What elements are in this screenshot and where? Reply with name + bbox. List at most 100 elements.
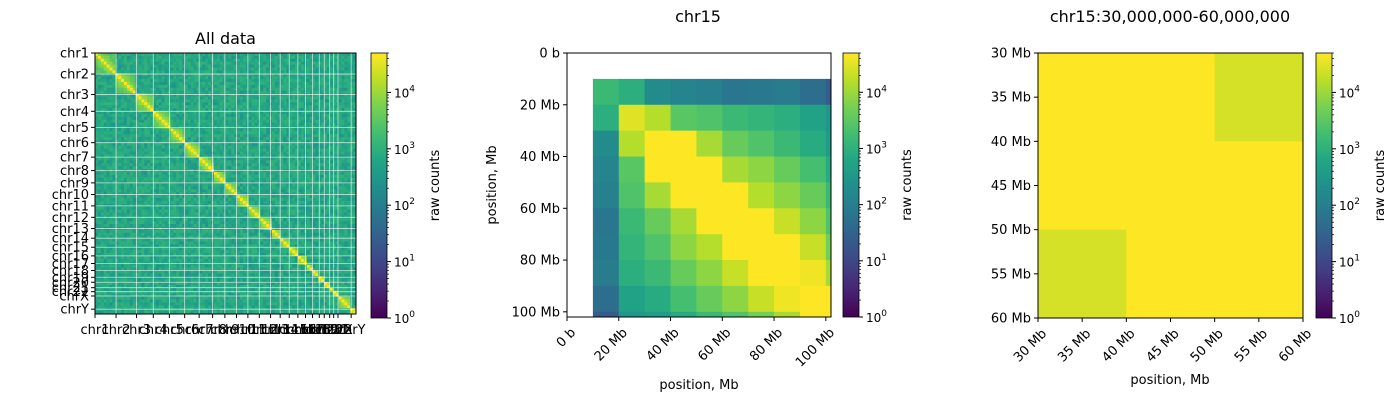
heatmap-cell — [277, 122, 281, 126]
heatmap-cell — [329, 203, 334, 208]
heatmap-cell — [106, 84, 110, 89]
heatmap-cell — [179, 73, 183, 77]
heatmap-cell — [289, 111, 293, 115]
heatmap-cell — [245, 113, 250, 118]
heatmap-cell — [335, 140, 339, 144]
heatmap-cell — [141, 111, 145, 115]
heatmap-cell — [115, 82, 119, 86]
heatmap-cell — [95, 96, 99, 100]
heatmap-cell — [135, 70, 139, 74]
heatmap-cell — [147, 142, 151, 147]
heatmap-cell — [155, 163, 160, 167]
heatmap-cell — [126, 140, 131, 144]
heatmap-cell — [245, 76, 250, 80]
heatmap-cell — [254, 67, 258, 71]
heatmap-cell — [341, 90, 345, 94]
heatmap-cell — [251, 160, 255, 164]
heatmap-cell — [234, 64, 238, 68]
heatmap-cell — [266, 87, 270, 92]
heatmap-cell — [124, 145, 128, 150]
heatmap-cell — [295, 58, 299, 63]
heatmap-cell — [353, 70, 357, 74]
heatmap-cell — [344, 82, 348, 86]
heatmap-cell — [231, 157, 235, 161]
heatmap-cell — [121, 84, 125, 89]
heatmap-cell — [95, 105, 99, 109]
heatmap-cell — [179, 166, 183, 170]
heatmap-cell — [306, 160, 310, 164]
heatmap-cell — [184, 177, 189, 181]
heatmap-cell — [338, 102, 342, 106]
heatmap-cell — [274, 198, 279, 202]
heatmap-cell — [193, 177, 197, 181]
heatmap-cell — [118, 99, 122, 103]
heatmap-cell — [335, 145, 339, 150]
heatmap-cell — [353, 189, 357, 193]
heatmap-cell — [138, 174, 142, 179]
heatmap-cell — [266, 79, 270, 83]
heatmap-cell — [106, 200, 110, 205]
heatmap-cell — [222, 183, 226, 187]
heatmap-cell — [228, 73, 232, 77]
heatmap-cell — [176, 203, 180, 208]
heatmap-cell — [338, 84, 342, 89]
heatmap-cell — [153, 119, 157, 123]
heatmap-cell — [202, 116, 206, 121]
heatmap-cell — [260, 76, 264, 80]
heatmap-cell — [332, 76, 337, 80]
heatmap-cell — [245, 96, 250, 100]
heatmap-cell — [292, 102, 296, 106]
heatmap-cell — [205, 82, 209, 86]
heatmap-cell — [321, 128, 325, 132]
heatmap-cell — [222, 195, 226, 199]
heatmap-cell — [219, 99, 223, 103]
heatmap-cell — [245, 134, 250, 138]
heatmap-cell — [138, 142, 142, 147]
heatmap-cell — [237, 79, 241, 83]
heatmap-cell — [190, 96, 194, 100]
heatmap-cell — [271, 163, 276, 167]
heatmap-cell — [271, 96, 276, 100]
heatmap-cell — [158, 128, 163, 132]
heatmap-cell — [274, 99, 279, 103]
heatmap-cell — [100, 84, 105, 89]
heatmap-cell — [298, 113, 302, 118]
heatmap-cell — [129, 111, 134, 115]
heatmap-cell — [109, 180, 113, 184]
heatmap-cell — [95, 206, 99, 210]
heatmap-cell — [338, 82, 342, 86]
heatmap-cell — [222, 171, 226, 176]
heatmap-cell — [251, 111, 255, 115]
heatmap-cell — [222, 160, 226, 164]
heatmap-cell — [129, 192, 134, 196]
heatmap-cell — [158, 200, 163, 205]
heatmap-cell — [135, 96, 139, 100]
heatmap-cell — [182, 145, 186, 150]
heatmap-cell — [115, 166, 119, 170]
heatmap-cell — [225, 122, 229, 126]
heatmap-cell — [147, 148, 151, 152]
heatmap-cell — [353, 131, 357, 135]
heatmap-cell — [248, 209, 252, 213]
heatmap-cell — [292, 148, 296, 152]
heatmap-cell — [260, 105, 264, 109]
heatmap-cell — [254, 84, 258, 89]
heatmap-cell — [144, 67, 148, 71]
heatmap-cell — [234, 122, 238, 126]
heatmap-cell — [170, 209, 174, 213]
heatmap-cell — [199, 180, 203, 184]
heatmap-cell — [234, 198, 238, 202]
heatmap-cell — [173, 183, 177, 187]
heatmap-cell — [190, 160, 194, 164]
heatmap-cell — [292, 58, 296, 63]
heatmap-cell — [338, 70, 342, 74]
heatmap-cell — [121, 53, 125, 57]
heatmap-cell — [213, 108, 218, 112]
heatmap-cell — [196, 82, 200, 86]
heatmap-cell — [126, 192, 131, 196]
heatmap-cell — [138, 53, 142, 57]
heatmap-cell — [199, 137, 203, 141]
heatmap-cell — [184, 203, 189, 208]
heatmap-cell — [199, 102, 203, 106]
heatmap-cell — [306, 183, 310, 187]
